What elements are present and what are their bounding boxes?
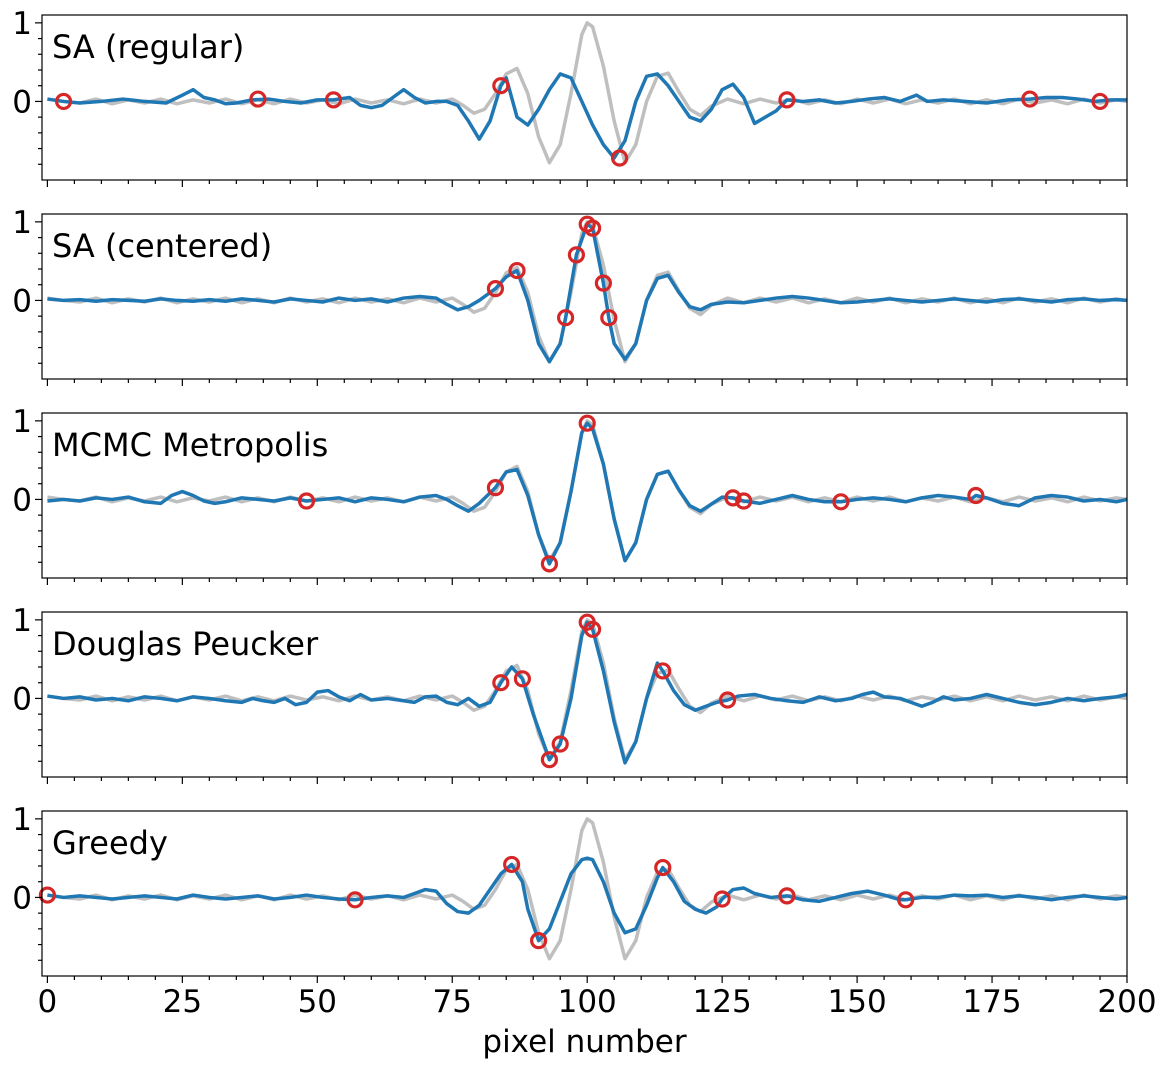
marker [486,479,505,497]
marker [557,309,575,327]
fit-line [47,72,1127,160]
fit-line [47,421,1127,566]
marker [346,891,364,909]
x-tick-label: 50 [298,984,337,1020]
marker [832,493,850,511]
x-tick-label: 150 [828,984,887,1020]
marker [324,91,343,109]
x-tick-label: 75 [433,984,472,1020]
marker [492,674,510,692]
y-tick-label: 1 [12,404,32,440]
marker [540,555,559,573]
marker [1021,90,1039,108]
x-tick-label: 100 [558,984,617,1020]
y-tick-label: 1 [12,802,32,838]
marker [654,858,672,877]
marker [897,891,915,909]
y-tick-label: 0 [12,880,32,916]
marker [718,691,737,709]
fit-line [47,222,1127,364]
axes-frame [41,810,1128,977]
panel-5: Greedy 0 1 [12,802,1128,983]
marker [551,735,569,753]
panel-title: MCMC Metropolis [52,426,328,464]
axes-frame [41,14,1128,181]
marker [513,670,532,688]
marker [1091,92,1109,111]
x-tick-label: 175 [962,984,1021,1020]
y-tick-label: 0 [12,482,32,518]
marker [578,414,596,432]
marker [503,855,521,874]
marker [530,932,548,950]
marker [583,219,602,237]
panel-title: Greedy [52,824,168,862]
marker [297,492,316,510]
marker [54,92,73,111]
axes-frame [41,611,1128,778]
y-tick-label: 1 [12,603,32,639]
marker [540,751,559,769]
marker [778,91,796,109]
panel-2: SA (centered) 0 1 [12,205,1128,386]
axes-frame [41,412,1128,579]
marker [654,662,672,680]
marker [967,486,985,505]
marker [610,149,629,167]
panel-title: SA (regular) [52,28,244,66]
panel-1: SA (regular) 0 1 [12,6,1128,187]
marker [583,620,602,638]
x-tick-label: 125 [693,984,752,1020]
y-tick-label: 1 [12,205,32,241]
panel-3: MCMC Metropolis 0 1 [12,404,1128,585]
x-axis-label: pixel number [482,1024,686,1060]
y-tick-label: 1 [12,6,32,42]
marker [778,887,796,905]
marker [38,886,57,904]
x-tick-label: 200 [1097,984,1156,1020]
marker [486,280,505,298]
marker [724,489,742,507]
axes-frame [41,213,1128,380]
x-tick-label: 0 [38,984,58,1020]
marker [594,274,612,292]
marker [567,246,586,264]
marker [600,309,618,327]
panel-title: Douglas Peucker [52,625,319,663]
marker [735,492,753,510]
x-tick-label: 25 [163,984,202,1020]
panel-title: SA (centered) [52,227,272,265]
marker [492,77,510,95]
y-tick-label: 0 [12,84,32,120]
y-tick-label: 0 [12,283,32,319]
reference-line [47,817,1127,961]
y-tick-label: 0 [12,681,32,717]
marker [713,890,731,908]
marker [508,261,526,280]
marker [249,90,267,108]
panel-4: Douglas Peucker 0 1 [12,603,1128,784]
